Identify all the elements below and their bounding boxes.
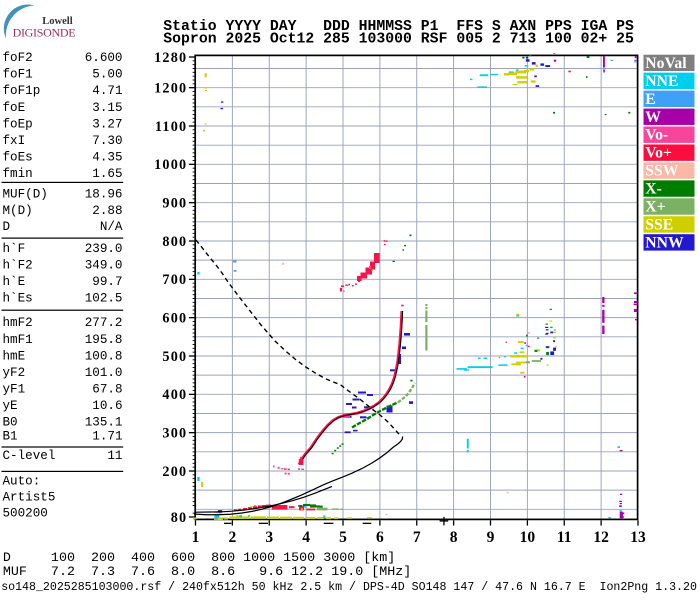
svg-text:so148_2025285103000.rsf / 240f: so148_2025285103000.rsf / 240fx512h 50 k… xyxy=(1,581,697,594)
svg-text:2: 2 xyxy=(229,529,237,546)
svg-text:8: 8 xyxy=(450,529,458,546)
svg-text:67.8: 67.8 xyxy=(92,383,122,397)
svg-text:200: 200 xyxy=(162,464,187,480)
svg-text:Lowell: Lowell xyxy=(42,16,72,27)
svg-text:12: 12 xyxy=(593,529,609,546)
svg-text:yF2: yF2 xyxy=(3,366,26,380)
svg-text:5.00: 5.00 xyxy=(92,68,122,82)
svg-text:C-level: C-level xyxy=(3,449,56,463)
svg-text:500: 500 xyxy=(162,349,187,365)
svg-text:195.8: 195.8 xyxy=(85,333,123,347)
svg-text:Vo-: Vo- xyxy=(645,127,668,144)
svg-text:B1: B1 xyxy=(3,430,18,444)
svg-text:D 100 200 400 600 800: D 100 200 400 600 800 1000 1500 3000 [km… xyxy=(3,551,395,566)
svg-text:1280: 1280 xyxy=(154,50,187,66)
svg-text:SSW: SSW xyxy=(645,163,678,180)
svg-text:1000: 1000 xyxy=(154,157,187,173)
svg-text:135.1: 135.1 xyxy=(85,416,123,430)
svg-text:Statio YYYY DAY DDD HHMMSS P: Statio YYYY DAY DDD HHMMSS P1 FFS S AXN … xyxy=(163,19,634,35)
svg-text:3: 3 xyxy=(265,529,273,546)
svg-text:h`Es: h`Es xyxy=(3,292,33,306)
svg-text:7: 7 xyxy=(413,529,421,546)
svg-text:hmE: hmE xyxy=(3,349,26,363)
svg-text:fmin: fmin xyxy=(3,167,33,181)
svg-text:3.27: 3.27 xyxy=(92,117,122,131)
svg-text:1100: 1100 xyxy=(155,119,187,135)
svg-text:h`F2: h`F2 xyxy=(3,258,33,272)
svg-text:1.65: 1.65 xyxy=(92,167,122,181)
svg-text:13: 13 xyxy=(630,529,646,546)
svg-text:NoVal: NoVal xyxy=(645,55,687,72)
svg-text:Sopron 2025 Oct12 285 103000 R: Sopron 2025 Oct12 285 103000 RSF 005 2 7… xyxy=(163,31,634,47)
svg-text:NNE: NNE xyxy=(645,73,678,90)
svg-text:B0: B0 xyxy=(3,416,18,430)
svg-text:6: 6 xyxy=(376,529,384,546)
svg-text:4.35: 4.35 xyxy=(92,151,122,165)
svg-text:hmF2: hmF2 xyxy=(3,316,33,330)
svg-text:NNW: NNW xyxy=(645,234,684,251)
svg-text:5: 5 xyxy=(339,529,347,546)
svg-text:7.30: 7.30 xyxy=(92,134,122,148)
svg-text:D: D xyxy=(3,220,11,234)
svg-text:X+: X+ xyxy=(645,199,665,216)
svg-text:DIGISONDE: DIGISONDE xyxy=(13,25,76,39)
svg-text:foF1: foF1 xyxy=(3,68,33,82)
svg-text:1: 1 xyxy=(192,529,200,546)
svg-text:E: E xyxy=(645,91,655,108)
svg-text:foEp: foEp xyxy=(3,117,33,131)
svg-text:foF1p: foF1p xyxy=(3,84,41,98)
svg-text:18.96: 18.96 xyxy=(85,187,123,201)
svg-text:349.0: 349.0 xyxy=(85,258,123,272)
svg-text:239.0: 239.0 xyxy=(85,242,123,256)
svg-text:Vo+: Vo+ xyxy=(645,145,672,162)
svg-text:Auto:: Auto: xyxy=(3,474,41,488)
svg-text:h`F: h`F xyxy=(3,242,26,256)
svg-text:2.88: 2.88 xyxy=(92,204,122,218)
svg-text:foF2: foF2 xyxy=(3,51,33,65)
svg-text:600: 600 xyxy=(162,311,187,327)
svg-text:MUF 7.2 7.3 7.6 8.0 8.6: MUF 7.2 7.3 7.6 8.0 8.6 9.6 12.2 19.0 [M… xyxy=(3,565,411,580)
svg-text:101.0: 101.0 xyxy=(85,366,123,380)
svg-text:4: 4 xyxy=(302,529,310,546)
svg-text:500200: 500200 xyxy=(3,506,48,520)
svg-text:MUF(D): MUF(D) xyxy=(3,187,48,201)
svg-text:W: W xyxy=(645,109,661,126)
svg-text:3.15: 3.15 xyxy=(92,101,122,115)
svg-text:900: 900 xyxy=(162,196,187,212)
svg-text:foE: foE xyxy=(3,101,26,115)
svg-text:yF1: yF1 xyxy=(3,383,26,397)
svg-text:6.600: 6.600 xyxy=(85,51,123,65)
svg-text:300: 300 xyxy=(162,426,187,442)
svg-text:X-: X- xyxy=(645,181,662,198)
svg-text:N/A: N/A xyxy=(100,220,123,234)
svg-text:400: 400 xyxy=(162,387,187,403)
svg-text:fxI: fxI xyxy=(3,134,26,148)
svg-text:9: 9 xyxy=(487,529,495,546)
svg-text:hmF1: hmF1 xyxy=(3,333,33,347)
svg-text:80: 80 xyxy=(171,510,188,526)
svg-text:h`E: h`E xyxy=(3,275,26,289)
svg-text:1200: 1200 xyxy=(154,81,187,97)
svg-text:11: 11 xyxy=(107,449,122,463)
svg-text:102.5: 102.5 xyxy=(85,292,123,306)
svg-text:11: 11 xyxy=(557,529,572,546)
svg-text:100.8: 100.8 xyxy=(85,349,123,363)
svg-text:277.2: 277.2 xyxy=(85,316,123,330)
svg-text:700: 700 xyxy=(162,272,187,288)
svg-text:99.7: 99.7 xyxy=(92,275,122,289)
svg-text:M(D): M(D) xyxy=(3,204,33,218)
svg-text:Artist5: Artist5 xyxy=(3,490,56,504)
svg-text:10.6: 10.6 xyxy=(92,399,122,413)
svg-text:foEs: foEs xyxy=(3,151,33,165)
svg-text:4.71: 4.71 xyxy=(92,84,122,98)
svg-text:800: 800 xyxy=(162,234,187,250)
svg-text:yE: yE xyxy=(3,399,18,413)
svg-text:10: 10 xyxy=(520,529,536,546)
svg-text:1.71: 1.71 xyxy=(92,430,122,444)
svg-text:SSE: SSE xyxy=(645,216,673,233)
